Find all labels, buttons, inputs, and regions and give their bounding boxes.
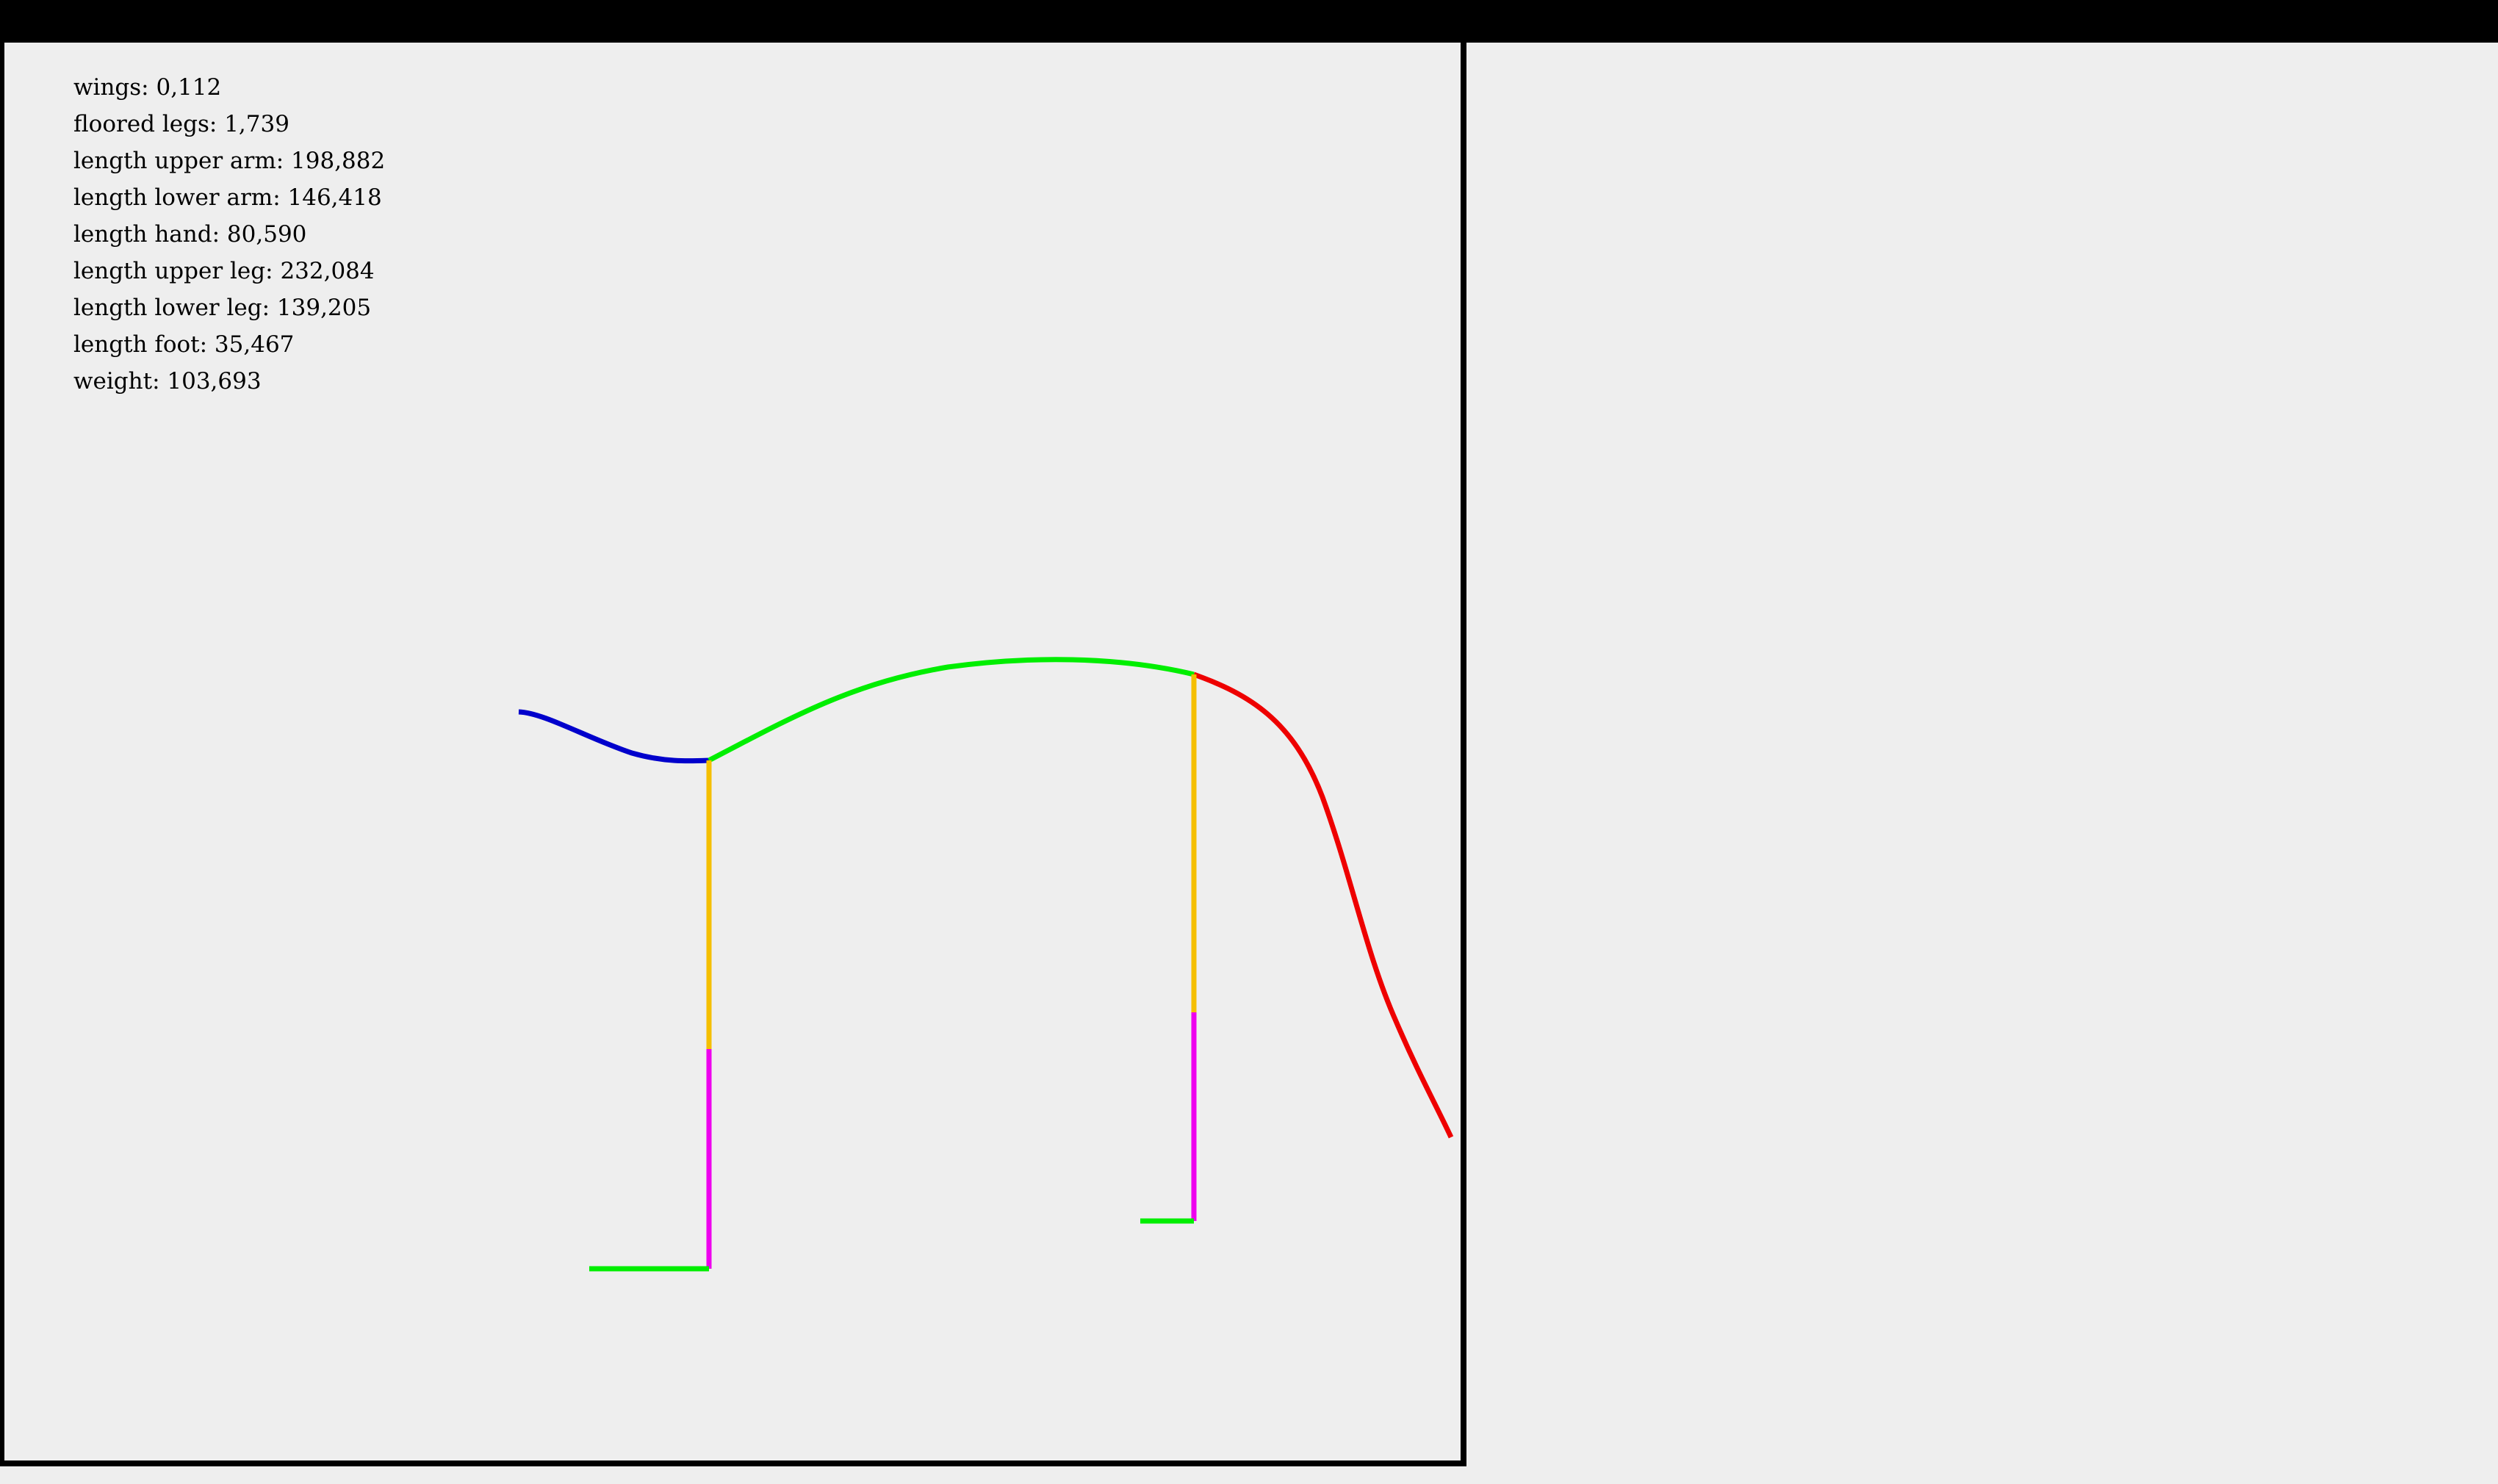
stat-length-hand: length hand: 80,590 [73,221,307,248]
stat-wings: wings: 0,112 [73,74,222,101]
stat-weight: weight: 103,693 [73,368,262,395]
creature-tail [1192,671,1454,1139]
creature-stats: wings: 0,112 floored legs: 1,739 length … [73,69,385,400]
stat-length-foot: length foot: 35,467 [73,331,295,358]
stat-length-lower-arm: length lower arm: 146,418 [73,184,382,211]
stat-floored-legs: floored legs: 1,739 [73,111,289,137]
stat-length-upper-leg: length upper leg: 232,084 [73,258,375,284]
creature-body [708,657,1195,763]
stat-length-lower-leg: length lower leg: 139,205 [73,295,372,321]
creature-head [518,709,710,764]
simulation-canvas [0,43,1466,1466]
top-bar [0,0,2498,43]
stat-length-upper-arm: length upper arm: 198,882 [73,148,386,174]
